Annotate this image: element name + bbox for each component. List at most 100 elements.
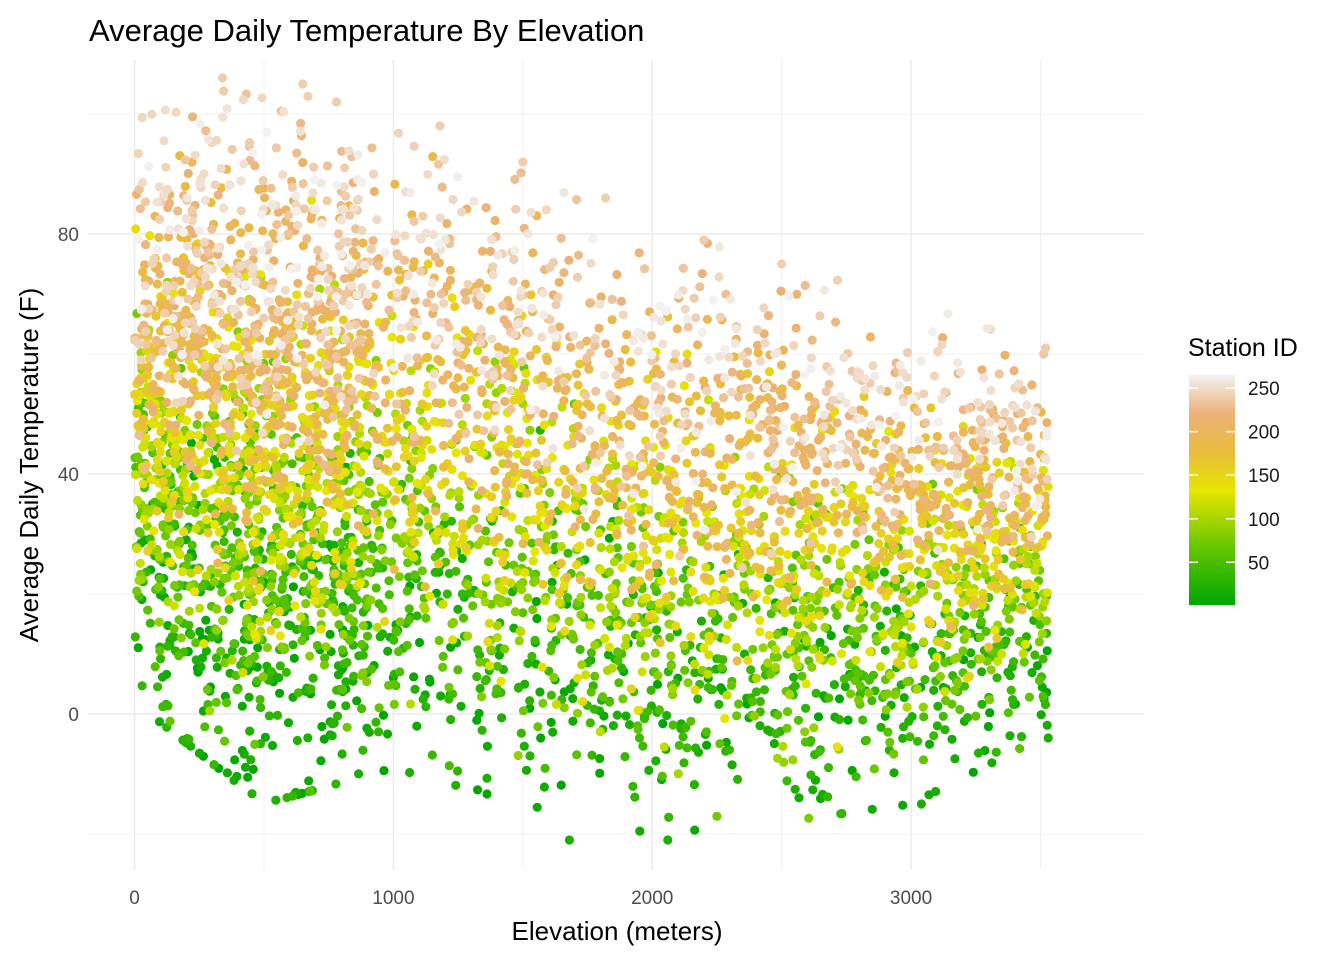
data-point [950,529,960,539]
data-point [912,736,923,746]
data-point [614,678,624,688]
data-point [1031,608,1041,618]
data-point [688,557,698,567]
data-point [554,598,565,608]
data-point [665,549,675,560]
data-point [302,339,312,349]
data-point [743,655,753,666]
data-point [244,353,254,364]
data-point [883,481,893,491]
data-point [378,497,388,507]
data-point [272,710,283,721]
data-point [1032,558,1042,568]
data-point [143,546,153,556]
data-point [908,658,918,668]
data-point [827,656,837,666]
data-point [643,374,653,384]
data-point [1023,551,1033,562]
data-point [271,460,281,470]
data-point [409,141,419,151]
data-point [804,392,814,402]
data-point [170,330,180,340]
data-point [253,643,263,653]
data-point [289,653,299,663]
data-point [451,433,461,444]
data-point [514,524,524,535]
data-point [1026,443,1036,453]
data-point [134,339,144,349]
data-point [523,658,533,669]
data-point [732,656,742,666]
data-point [666,362,677,372]
data-point [546,621,556,631]
data-point [880,645,890,656]
data-point [227,655,237,665]
data-point [590,341,600,351]
data-point [213,190,223,200]
data-point [935,671,946,682]
data-point [836,499,846,509]
data-point [588,514,598,525]
data-point [763,573,773,583]
data-point [579,461,589,471]
data-point [604,348,614,358]
data-point [950,685,960,696]
data-point [957,598,967,608]
data-point [409,672,419,682]
data-point [853,668,863,678]
data-point [319,520,329,531]
data-point [545,488,555,498]
data-point [542,355,553,366]
data-point [516,483,526,493]
data-point [1038,465,1048,475]
data-point [742,608,752,618]
data-point [250,455,260,465]
data-point [999,443,1009,454]
data-point [354,769,364,779]
data-point [546,717,556,728]
data-point [251,538,261,548]
data-point [246,755,256,765]
data-point [409,257,419,267]
data-point [155,269,165,279]
data-point [228,341,238,351]
data-point [977,699,987,709]
data-point [590,482,600,493]
data-point [506,434,516,444]
data-point [199,639,209,649]
data-point [365,377,375,387]
data-point [620,344,630,355]
data-point [607,315,617,325]
data-point [168,340,178,350]
data-point [976,617,987,627]
data-point [933,701,943,711]
data-point [950,498,960,509]
data-point [1027,380,1037,390]
data-point [229,473,239,483]
data-point [269,325,279,335]
data-point [663,465,673,475]
data-point [549,545,559,555]
data-point [820,622,830,633]
data-point [690,659,700,669]
data-point [477,535,487,545]
data-point [570,522,580,532]
data-point [850,676,860,686]
data-point [405,517,415,527]
data-point [203,247,213,257]
data-point [449,381,459,391]
data-point [176,633,186,643]
data-point [954,585,964,596]
data-point [678,573,688,583]
data-point [444,682,454,692]
data-point [240,337,250,347]
data-point [196,335,206,345]
data-point [566,342,576,352]
data-point [405,386,415,396]
data-point [487,235,497,245]
data-point [894,427,904,437]
data-point [227,504,237,514]
data-point [505,386,515,396]
data-point [855,613,865,624]
data-point [539,420,549,430]
